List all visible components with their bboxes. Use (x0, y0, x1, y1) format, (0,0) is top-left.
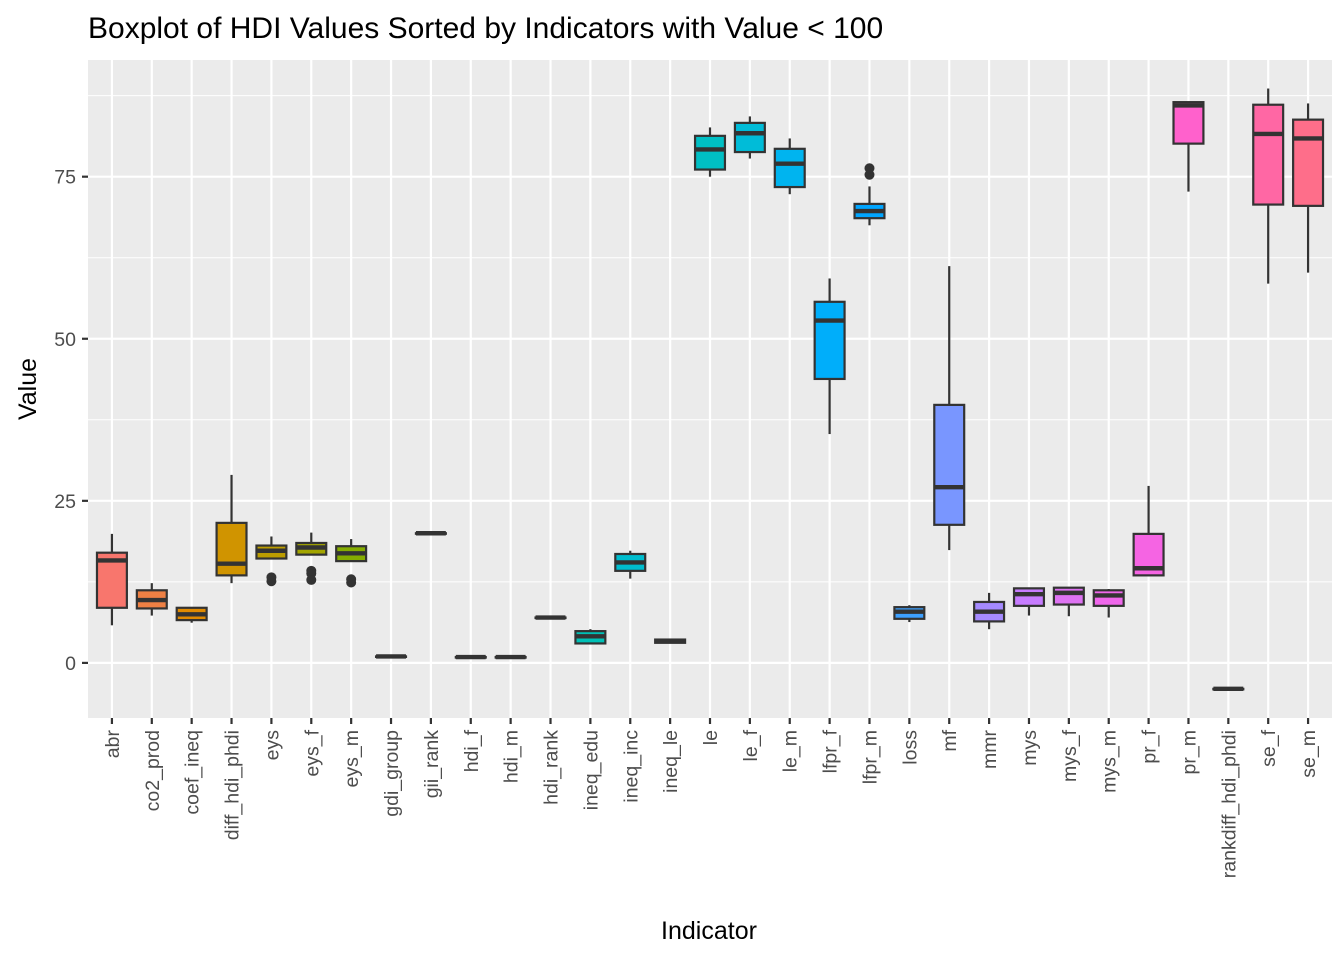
boxes-layer (95, 88, 1325, 692)
box-le (693, 127, 727, 177)
box-loss (893, 605, 926, 623)
box-le_f (733, 116, 766, 159)
x-tick-label: pr_m (1178, 730, 1200, 774)
x-tick-label: mmr (979, 729, 1001, 768)
box-iqr (693, 134, 727, 171)
y-tick-label: 0 (65, 653, 76, 675)
x-tick-label: mf (939, 729, 961, 751)
x-tick-label: eys (261, 730, 283, 761)
box-eys_f (295, 532, 328, 585)
x-tick-label: abr (102, 729, 124, 758)
outlier-point (266, 572, 277, 583)
box-iqr (215, 521, 248, 577)
box-pr_m (1172, 101, 1205, 192)
y-axis: 0 25 50 75 (54, 167, 88, 675)
box-mf (933, 266, 966, 551)
box-eys_m (335, 539, 368, 588)
x-tick-label: le (700, 730, 722, 745)
box-iqr (1092, 589, 1125, 607)
x-tick-label: loss (899, 730, 921, 765)
x-tick-label: mys (1019, 730, 1041, 766)
box-iqr (733, 121, 766, 154)
box-se_m (1292, 103, 1325, 273)
box-mys_f (1052, 586, 1085, 617)
x-tick-label: se_m (1298, 730, 1320, 778)
x-axis-title: Indicator (661, 917, 757, 945)
box-iqr (1052, 586, 1085, 606)
box-diff_hdi_phdi (215, 474, 248, 584)
x-tick-label: ineq_edu (580, 730, 602, 810)
box-se_f (1252, 88, 1285, 284)
box-gdi_group (374, 654, 408, 659)
box-mmr (973, 592, 1006, 630)
x-tick-label: eys_m (341, 730, 363, 787)
x-tick-label: coef_ineq (182, 730, 204, 815)
x-tick-label: co2_prod (142, 730, 164, 811)
outlier-point (346, 574, 357, 585)
box-coef_ineq (175, 606, 208, 623)
x-tick-label: mys_m (1099, 730, 1121, 793)
box-ineq_edu (574, 629, 607, 645)
x-tick-label: pr_f (1139, 729, 1161, 763)
box-pr_f (1132, 485, 1165, 577)
x-axis: abr co2_prod coef_ineq diff_hdi_phdi eys eys_… (102, 718, 1320, 878)
x-tick-label: ineq_inc (620, 730, 642, 803)
box-rankdiff_hdi_phdi (1212, 686, 1245, 692)
x-tick-label: le_f (740, 729, 762, 761)
box-iqr (933, 403, 966, 526)
x-tick-label: mys_f (1059, 729, 1081, 782)
x-tick-label: ineq_le (660, 730, 682, 793)
box-ineq_inc (614, 550, 647, 579)
box-mys_m (1092, 588, 1125, 618)
box-abr (95, 533, 128, 626)
x-tick-label: le_m (780, 730, 802, 772)
box-iqr (813, 300, 846, 381)
x-tick-label: hdi_f (461, 729, 483, 772)
outlier-point (864, 163, 875, 174)
x-tick-label: hdi_rank (541, 730, 563, 805)
outlier-point (306, 565, 317, 576)
box-hdi_rank (534, 615, 567, 620)
box-iqr (1012, 587, 1046, 607)
x-tick-label: rankdiff_hdi_phdi (1218, 730, 1240, 878)
box-ineq_le (654, 638, 687, 644)
chart-title: Boxplot of HDI Values Sorted by Indicato… (88, 12, 883, 45)
x-tick-label: hdi_m (501, 730, 523, 783)
box-le_m (773, 138, 806, 195)
x-tick-label: se_f (1258, 729, 1280, 766)
y-axis-title: Value (14, 358, 42, 420)
box-gii_rank (414, 531, 447, 536)
box-eys (255, 536, 288, 587)
box-hdi_f (454, 654, 487, 660)
box-iqr (773, 147, 806, 189)
box-co2_prod (135, 583, 168, 616)
x-tick-label: eys_f (301, 729, 323, 776)
box-lfpr_f (813, 278, 846, 435)
y-tick-label: 50 (54, 329, 76, 351)
x-tick-label: lfpr_f (820, 729, 842, 773)
box-hdi_m (494, 654, 527, 660)
box-lfpr_m (853, 163, 886, 226)
y-tick-label: 75 (54, 167, 76, 189)
x-tick-label: gii_rank (421, 730, 443, 799)
x-tick-label: lfpr_m (859, 730, 881, 784)
box-iqr (1292, 118, 1325, 207)
box-iqr (1172, 101, 1205, 145)
box-iqr (1252, 103, 1285, 206)
x-tick-label: gdi_group (381, 730, 403, 817)
x-tick-label: diff_hdi_phdi (222, 730, 244, 840)
y-tick-label: 25 (54, 491, 76, 513)
box-mys (1012, 587, 1046, 616)
